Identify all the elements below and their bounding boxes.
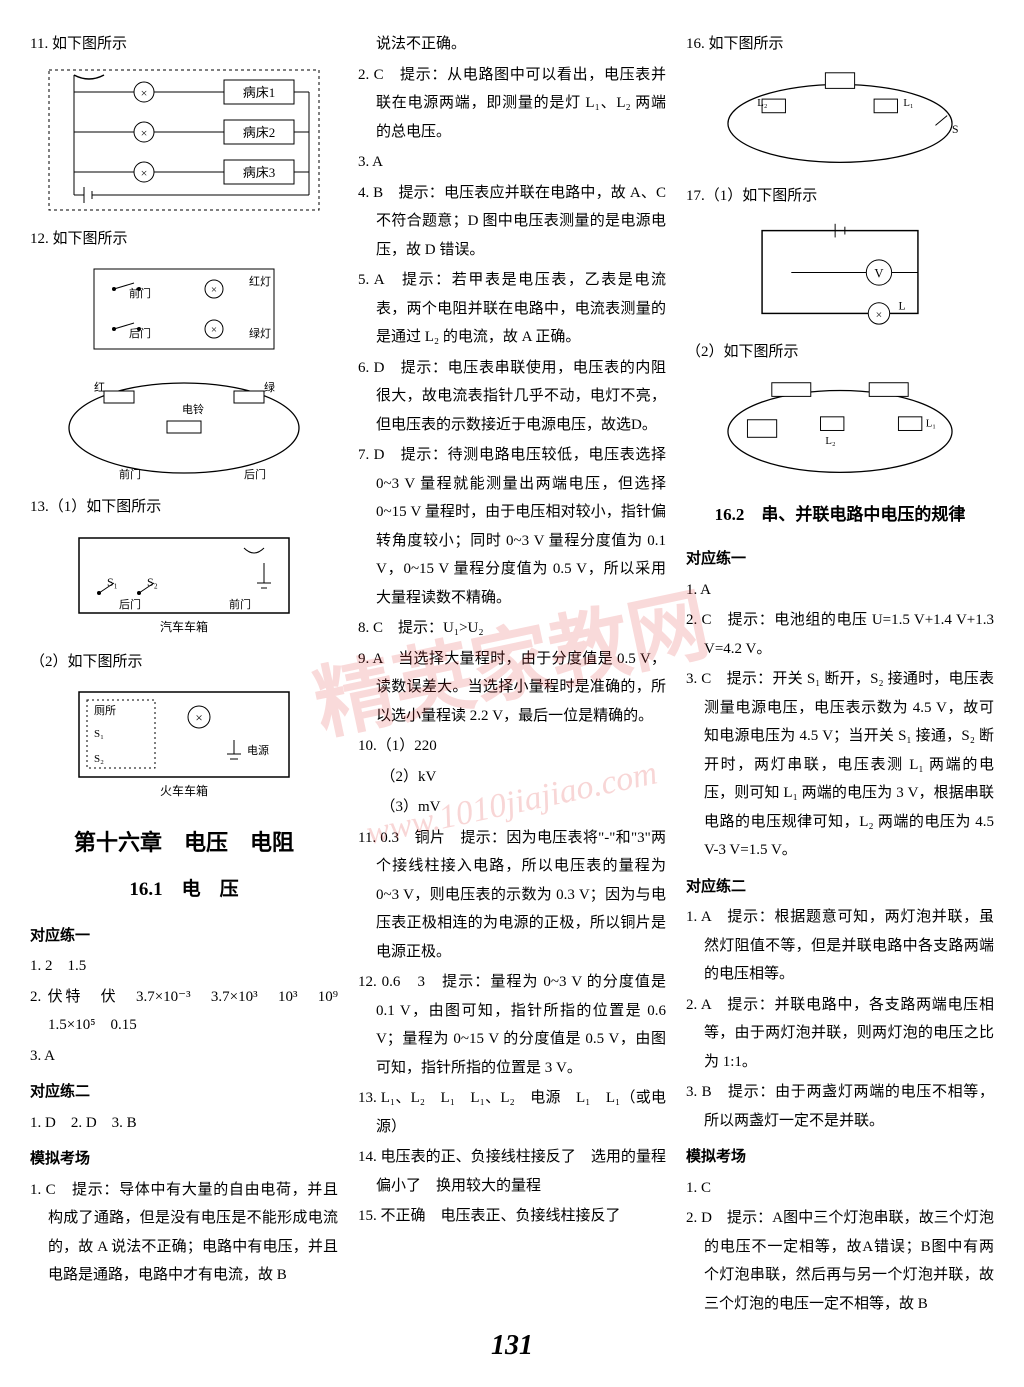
col2-c5: 5. A 提示：若甲表是电压表，乙表是电流表，两个电阻并联在电路中，电流表测量的… (358, 266, 666, 352)
q12-diagram-a: × × 红灯 绿灯 前门 后门 (84, 259, 284, 359)
svg-text:S: S (952, 123, 959, 136)
col3-b3: 3. B 提示：由于两盏灯两端的电压不相等，所以两盏灯一定不是并联。 (686, 1078, 994, 1135)
svg-text:后门: 后门 (119, 597, 141, 611)
q13-1-diagram: S₁S₂ 后门前门 汽车车箱 (69, 528, 299, 638)
col3-a2: 2. C 提示：电池组的电压 U=1.5 V+1.4 V+1.3 V=4.2 V… (686, 606, 994, 663)
col2-c15: 15. 不正确 电压表正、负接线柱接反了 (358, 1202, 666, 1231)
col3-sub-a: 对应练一 (686, 545, 994, 574)
q13-1-text: 13.（1）如下图所示 (30, 493, 338, 522)
main-columns: 11. 如下图所示 病床1 病床2 病床3 × × × 12. 如下图所示 × … (30, 30, 994, 1320)
q16-diagram: L₂ L₁ S (710, 65, 970, 172)
svg-text:×: × (141, 86, 148, 100)
svg-text:×: × (211, 284, 217, 296)
col1-sub-a: 对应练一 (30, 922, 338, 951)
svg-text:L₂: L₂ (757, 96, 768, 108)
q17-1-diagram: V × L (740, 216, 940, 328)
q11-diagram: 病床1 病床2 病床3 × × × (44, 65, 324, 215)
svg-text:电铃: 电铃 (182, 402, 204, 416)
svg-text:病床2: 病床2 (243, 125, 276, 140)
col3-a1: 1. A (686, 576, 994, 605)
svg-text:前门: 前门 (119, 467, 141, 481)
svg-text:×: × (195, 710, 202, 725)
chapter-16-title: 第十六章 电压 电阻 (30, 822, 338, 864)
col2-c14: 14. 电压表的正、负接线柱接反了 选用的量程偏小了 换用较大的量程 (358, 1143, 666, 1200)
column-2: 说法不正确。 2. C 提示：从电路图中可以看出，电压表并联在电源两端，即测量的… (358, 30, 666, 1320)
col3-sub-c: 模拟考场 (686, 1143, 994, 1172)
col2-c8: 8. C 提示：U₁>U₂ (358, 614, 666, 643)
svg-text:电源: 电源 (247, 743, 269, 757)
col1-c1: 1. C 提示：导体中有大量的自由电荷，并且构成了通路，但是没有电压是不能形成电… (30, 1176, 338, 1290)
svg-text:后门: 后门 (244, 467, 266, 481)
page-number: 131 (0, 1319, 1024, 1372)
svg-text:S₁: S₁ (94, 728, 104, 740)
svg-text:红: 红 (94, 381, 105, 394)
col2-c3: 3. A (358, 148, 666, 177)
svg-text:病床3: 病床3 (243, 165, 276, 180)
svg-text:×: × (141, 126, 148, 140)
svg-text:×: × (211, 324, 217, 336)
svg-text:L₂: L₂ (825, 435, 836, 447)
col2-c10-3: （3）mV (358, 793, 666, 822)
col1-sub-c: 模拟考场 (30, 1145, 338, 1174)
svg-text:V: V (874, 267, 883, 281)
svg-text:绿: 绿 (264, 380, 275, 394)
q13-2-diagram: 厕所 S₁ S₂ × 电源 火车车箱 (69, 682, 299, 802)
col2-c9: 9. A 当选择大量程时，由于分度值是 0.5 V，读数误差大。当选择小量程时是… (358, 645, 666, 731)
col3-c2: 2. D 提示：A图中三个灯泡串联，故三个灯泡的电压不一定相等，故A错误；B图中… (686, 1204, 994, 1318)
q17-1-text: 17.（1）如下图所示 (686, 182, 994, 211)
col1-sub-b: 对应练二 (30, 1078, 338, 1107)
col2-c12: 12. 0.6 3 提示：量程为 0~3 V 的分度值是 0.1 V，由图可知，… (358, 968, 666, 1082)
svg-text:L: L (898, 300, 905, 313)
column-1: 11. 如下图所示 病床1 病床2 病床3 × × × 12. 如下图所示 × … (30, 30, 338, 1320)
section-16-1-title: 16.1 电 压 (30, 872, 338, 908)
svg-text:红灯: 红灯 (249, 275, 271, 288)
col3-b2: 2. A 提示：并联电路中，各支路两端电压相等，由于两灯泡并联，则两灯泡的电压之… (686, 991, 994, 1077)
svg-text:L₁: L₁ (926, 417, 936, 429)
col2-c13: 13. L₁、L₂ L₁ L₁、L₂ 电源 L₁ L₁（或电源） (358, 1084, 666, 1141)
col3-a3: 3. C 提示：开关 S₁ 断开，S₂ 接通时，电压表测量电源电压，电压表示数为… (686, 665, 994, 865)
svg-text:×: × (141, 166, 148, 180)
col1-a2: 2. 伏特 伏 3.7×10⁻³ 3.7×10³ 10³ 10⁹ 1.5×10⁵… (30, 983, 338, 1040)
svg-text:前门: 前门 (229, 597, 251, 611)
col2-c6: 6. D 提示：电压表串联使用，电压表的内阻很大，故电流表指针几乎不动，电灯不亮… (358, 354, 666, 440)
svg-text:L₁: L₁ (903, 96, 913, 108)
svg-text:厕所: 厕所 (94, 704, 116, 717)
col2-c10-2: （2）kV (358, 763, 666, 792)
col3-sub-b: 对应练二 (686, 873, 994, 902)
col1-a1: 1. 2 1.5 (30, 952, 338, 981)
svg-text:×: × (876, 308, 883, 321)
column-3: 16. 如下图所示 L₂ L₁ S 17.（1）如下图所示 V × L （2）如… (686, 30, 994, 1320)
col2-c7: 7. D 提示：待测电路电压较低，电压表选择 0~3 V 量程就能测量出两端电压… (358, 441, 666, 612)
q12-diagram-b: 红 绿 电铃 前门 后门 (59, 373, 309, 483)
svg-text:病床1: 病床1 (243, 85, 276, 100)
q16-text: 16. 如下图所示 (686, 30, 994, 59)
col2-c1cont: 说法不正确。 (358, 30, 666, 59)
q17-2-text: （2）如下图所示 (686, 338, 994, 367)
q17-2-diagram: L₂ L₁ (710, 373, 970, 485)
col2-c2: 2. C 提示：从电路图中可以看出，电压表并联在电源两端，即测量的是灯 L₁、L… (358, 61, 666, 147)
col2-c10: 10.（1）220 (358, 732, 666, 761)
col3-b1: 1. A 提示：根据题意可知，两灯泡并联，虽然灯阻值不等，但是并联电路中各支路两… (686, 903, 994, 989)
svg-text:绿灯: 绿灯 (249, 326, 271, 340)
svg-text:火车车箱: 火车车箱 (160, 783, 208, 798)
svg-text:汽车车箱: 汽车车箱 (160, 619, 208, 634)
col3-c1: 1. C (686, 1174, 994, 1203)
q11-text: 11. 如下图所示 (30, 30, 338, 59)
q13-2-text: （2）如下图所示 (30, 648, 338, 677)
svg-text:S₂: S₂ (94, 753, 104, 765)
col1-a3: 3. A (30, 1042, 338, 1071)
col1-b1: 1. D 2. D 3. B (30, 1109, 338, 1138)
section-16-2-title: 16.2 串、并联电路中电压的规律 (686, 499, 994, 531)
col2-c11: 11. 0.3 铜片 提示：因为电压表将"-"和"3"两个接线柱接入电路，所以电… (358, 824, 666, 967)
col2-c4: 4. B 提示：电压表应并联在电路中，故 A、C 不符合题意；D 图中电压表测量… (358, 179, 666, 265)
q12-text: 12. 如下图所示 (30, 225, 338, 254)
